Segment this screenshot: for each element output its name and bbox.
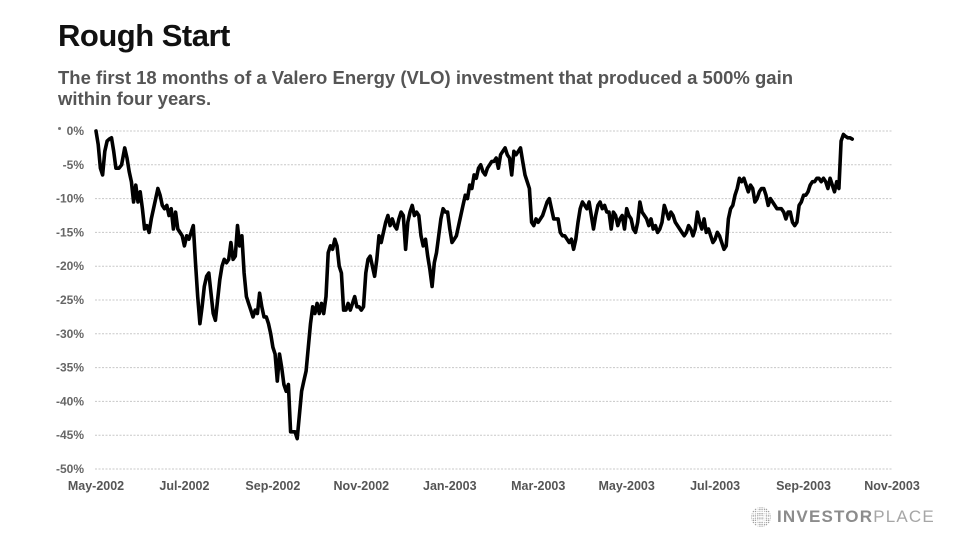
- x-axis-ticks: May-2002 Jul-2002 Sep-2002 Nov-2002 Jan-2003…: [68, 479, 920, 493]
- chart-title: Rough Start: [58, 18, 230, 53]
- y-tick-label: -35%: [56, 361, 84, 375]
- gridlines: [95, 130, 893, 470]
- chart-subtitle: The first 18 months of a Valero Energy (…: [58, 67, 794, 109]
- x-tick-label: Nov-2002: [334, 479, 390, 493]
- x-tick-label: May-2002: [68, 479, 124, 493]
- y-tick-label: -25%: [56, 293, 84, 307]
- y-tick-label: -40%: [56, 394, 84, 408]
- logo-text-bold: INVESTOR: [777, 507, 874, 526]
- x-tick-label: May-2003: [599, 479, 655, 493]
- x-tick-label: Sep-2002: [245, 479, 300, 493]
- y-axis-ticks: 0% -5% -10% -15% -20% -25% -30% -35% -40% -45% -50…: [56, 124, 84, 476]
- logo-text: INVESTORPLACE: [777, 507, 935, 527]
- x-tick-label: Jul-2003: [690, 479, 740, 493]
- y-tick-label: -10%: [56, 192, 84, 206]
- y-tick-label: 0%: [67, 124, 85, 138]
- series-layer: [94, 129, 855, 441]
- x-tick-label: Jul-2002: [159, 479, 209, 493]
- logo-text-light: PLACE: [873, 507, 935, 526]
- y-tick-label: -5%: [63, 158, 85, 172]
- y-tick-label: -30%: [56, 327, 84, 341]
- globe-icon: [751, 507, 771, 527]
- x-tick-label: Sep-2003: [776, 479, 831, 493]
- y-tick-label: -20%: [56, 259, 84, 273]
- x-tick-label: Mar-2003: [511, 479, 565, 493]
- y-tick-label: -45%: [56, 428, 84, 442]
- y-tick-label: -50%: [56, 462, 84, 476]
- x-tick-label: Jan-2003: [423, 479, 477, 493]
- series-line-vlo-return: [94, 129, 855, 441]
- y-tick-label: -15%: [56, 225, 84, 239]
- investorplace-logo: INVESTORPLACE: [750, 506, 935, 528]
- axis-marker-dot: [58, 127, 61, 130]
- x-tick-label: Nov-2003: [864, 479, 920, 493]
